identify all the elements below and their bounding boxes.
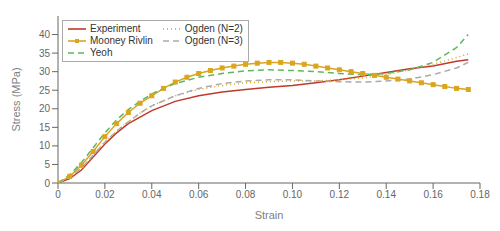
html-text:Experiment: Experiment [90, 23, 141, 34]
svg-text:0: 0 [44, 178, 50, 189]
svg-text:0.18: 0.18 [470, 189, 490, 200]
svg-text:35: 35 [39, 48, 51, 59]
html-text:Ogden (N=3): Ogden (N=3) [184, 35, 243, 46]
svg-text:20: 20 [39, 103, 51, 114]
svg-text:0: 0 [55, 189, 61, 200]
svg-text:0.10: 0.10 [283, 189, 303, 200]
html-text:Mooney Rivlin: Mooney Rivlin [90, 35, 153, 46]
svg-text:0.06: 0.06 [189, 189, 209, 200]
svg-text:0.14: 0.14 [376, 189, 396, 200]
html-text:Ogden (N=2): Ogden (N=2) [184, 23, 243, 34]
svg-text:0.12: 0.12 [330, 189, 350, 200]
svg-text:25: 25 [39, 85, 51, 96]
svg-text:40: 40 [39, 29, 51, 40]
svg-text:15: 15 [39, 122, 51, 133]
svg-text:0.02: 0.02 [95, 189, 115, 200]
svg-text:0.16: 0.16 [423, 189, 443, 200]
svg-text:10: 10 [39, 140, 51, 151]
svg-text:0.08: 0.08 [236, 189, 256, 200]
svg-text:Strain: Strain [255, 209, 284, 221]
svg-text:5: 5 [44, 159, 50, 170]
svg-text:30: 30 [39, 66, 51, 77]
html-text:Yeoh: Yeoh [90, 47, 113, 58]
svg-text:0.04: 0.04 [142, 189, 162, 200]
svg-text:Stress (MPa): Stress (MPa) [10, 67, 22, 131]
